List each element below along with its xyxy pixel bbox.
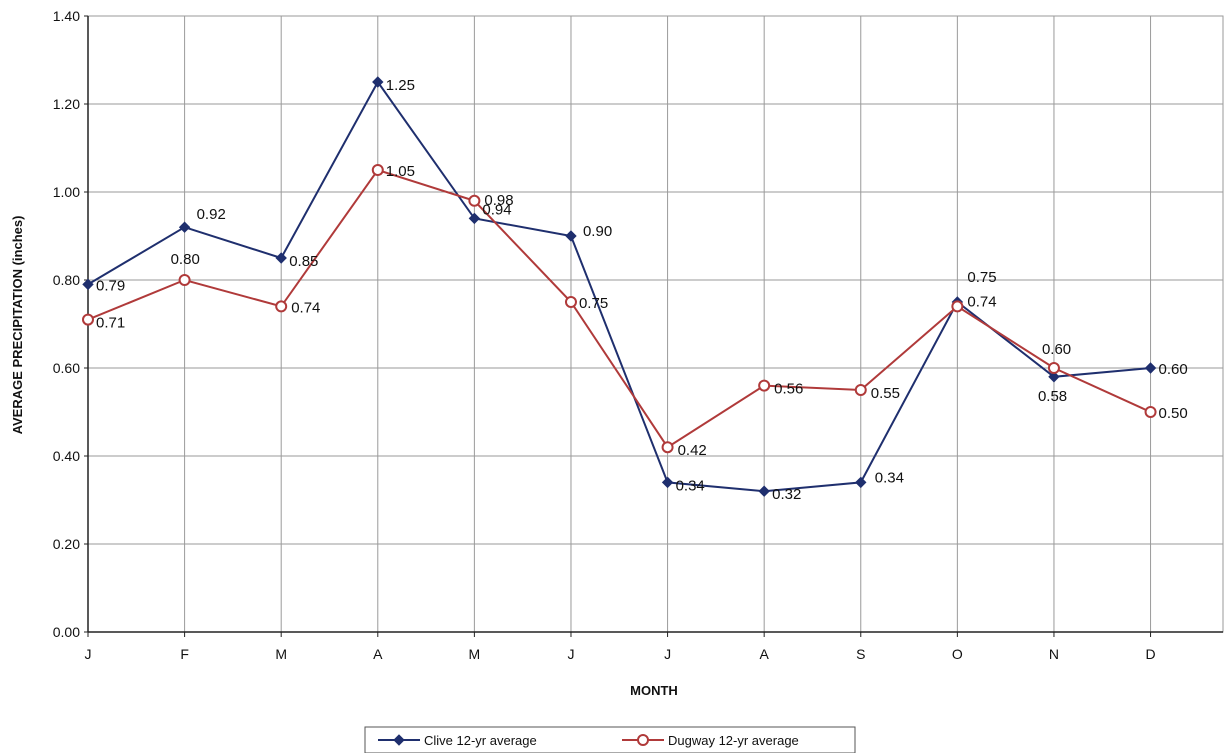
legend: Clive 12-yr average Dugway 12-yr average (364, 726, 856, 753)
series-2-point (1144, 406, 1157, 418)
data-label: 0.90 (583, 223, 612, 240)
data-label: 0.75 (967, 269, 996, 286)
data-label: 1.25 (386, 77, 415, 94)
y-tick-label: 1.40 (53, 8, 80, 24)
series-2-point (468, 194, 481, 207)
series-1-point (82, 278, 94, 291)
data-label: 1.05 (386, 163, 415, 180)
y-tick-label: 0.00 (53, 624, 80, 640)
grid (87, 15, 1224, 633)
x-tick-label: J (567, 646, 574, 662)
y-tick-label: 0.20 (53, 536, 80, 552)
x-axis-title: MONTH (630, 683, 678, 698)
x-tick-label: M (469, 646, 481, 662)
data-label: 0.32 (772, 486, 801, 503)
series-1-point (1144, 362, 1157, 374)
x-tick-label: A (759, 646, 769, 662)
legend-label-2: Dugway 12-yr average (668, 733, 799, 748)
data-label: 0.55 (871, 385, 900, 402)
series-1-point (758, 485, 770, 497)
x-tick-label: N (1049, 646, 1059, 662)
legend-marker-1 (393, 734, 405, 746)
data-label: 0.74 (291, 299, 320, 316)
x-tick-label: F (180, 646, 189, 662)
x-tick-label: A (373, 646, 383, 662)
y-tick-labels: 0.00 0.20 0.40 0.60 0.80 1.00 1.20 1.40 (53, 8, 80, 640)
series-2-point (82, 313, 94, 326)
data-label: 0.74 (967, 293, 996, 310)
data-label: 0.85 (289, 253, 318, 270)
y-tick-label: 1.00 (53, 184, 80, 200)
data-label: 0.58 (1038, 388, 1067, 405)
series-2-point (661, 441, 674, 454)
series-1-point (372, 76, 384, 88)
legend-box (364, 726, 856, 753)
x-tick-label: M (275, 646, 287, 662)
series-1-point (855, 476, 867, 489)
y-axis-title: AVERAGE PRECIPITATION (inches) (10, 216, 25, 435)
data-label: 0.80 (171, 251, 200, 268)
series-1-point (275, 252, 287, 264)
series-1-point (1048, 371, 1060, 383)
x-tick-label: J (85, 646, 92, 662)
series-1-point (468, 212, 481, 225)
data-label: 0.56 (774, 381, 803, 398)
series-2-point (758, 379, 771, 392)
x-tick-label: D (1145, 646, 1155, 662)
x-tick-label: O (952, 646, 963, 662)
x-tick-label: J (664, 646, 671, 662)
data-label: 0.71 (96, 315, 125, 332)
data-label: 0.60 (1042, 341, 1071, 358)
series-line-1 (87, 80, 1151, 493)
data-label: 0.94 (482, 201, 511, 218)
data-labels: 0.79 0.92 0.85 1.25 0.94 0.90 0.34 0.32 0.34 0.75… (96, 77, 1188, 503)
series-line-2 (87, 168, 1151, 449)
series-1-point (178, 221, 191, 233)
series-1-point (565, 230, 577, 242)
data-label: 0.42 (678, 442, 707, 459)
y-tick-label: 0.80 (53, 272, 80, 288)
data-label: 0.75 (579, 295, 608, 312)
data-label: 0.34 (676, 477, 705, 494)
legend-label-1: Clive 12-yr average (424, 733, 537, 748)
series-2-point (854, 384, 867, 396)
series-2-point (951, 300, 964, 313)
series-2-point (371, 164, 384, 176)
series-2-point (564, 296, 577, 308)
data-label: 0.98 (484, 192, 513, 209)
series-2-point (178, 274, 191, 286)
data-label: 0.60 (1159, 361, 1188, 378)
y-tick-label: 1.20 (53, 96, 80, 112)
y-tick-label: 0.40 (53, 448, 80, 464)
legend-marker-2 (637, 734, 649, 746)
series-2-point (1047, 362, 1060, 374)
data-label: 0.79 (96, 277, 125, 294)
series-1-point (661, 476, 674, 489)
x-tick-label: S (856, 646, 865, 662)
y-tick-label: 0.60 (53, 360, 80, 376)
series-2-point (275, 300, 288, 313)
series-group (82, 76, 1157, 497)
data-label: 0.92 (197, 206, 226, 223)
data-label: 0.34 (875, 469, 904, 486)
data-label: 0.50 (1159, 405, 1188, 422)
